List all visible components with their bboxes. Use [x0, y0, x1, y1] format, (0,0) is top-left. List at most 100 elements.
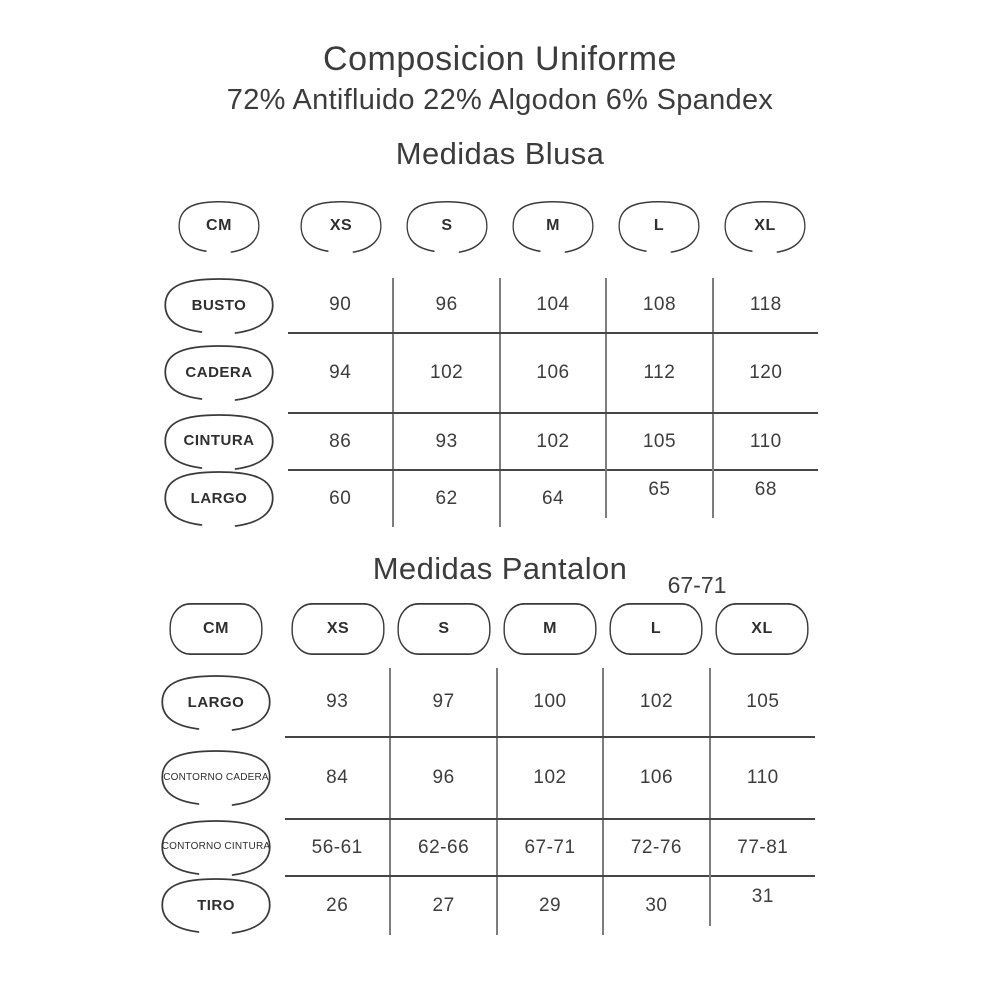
row-label-pill-busto: BUSTO: [157, 275, 281, 335]
table-row: CADERA 94 102 106 112 120: [150, 332, 818, 412]
unit-label: CM: [206, 217, 232, 234]
measure-cell: 60: [329, 488, 352, 509]
size-label: M: [546, 217, 560, 234]
measure-cell: 112: [605, 334, 711, 412]
measure-cell: 110: [711, 414, 818, 469]
measure-cell: 31: [708, 868, 815, 926]
table-row: TIRO 26 27 29 30 31: [147, 868, 815, 935]
size-label: XS: [329, 217, 353, 234]
unit-pill: CM: [173, 198, 265, 254]
pantalon-size-table: 67-71 CM XS S: [147, 572, 815, 935]
row-label: CINTURA: [183, 432, 255, 449]
measure-cell: 26: [326, 895, 349, 916]
row-label-pill-largo: LARGO: [157, 468, 281, 528]
measure-cell: 93: [392, 414, 498, 469]
measure-cell: 102: [602, 668, 708, 736]
row-label: CONTORNO CINTURA: [161, 841, 271, 852]
measure-cell: 106: [602, 738, 708, 818]
row-label-pill-cadera: CADERA: [157, 342, 281, 402]
size-pill-l: L: [613, 198, 705, 254]
measure-cell: 105: [708, 668, 815, 736]
measure-cell: 100: [495, 668, 602, 736]
measure-cell: 90: [329, 294, 352, 315]
fabric-composition: 72% Antifluido 22% Algodon 6% Spandex: [226, 84, 774, 116]
row-label: LARGO: [187, 693, 245, 711]
row-label-pill-contorno-cintura: CONTORNO CINTURA: [154, 817, 278, 877]
blusa-table-body: BUSTO 90 96 104 108 118 CADERA: [150, 278, 818, 527]
row-label: LARGO: [190, 489, 248, 507]
measure-cell: 56-61: [311, 836, 363, 858]
measure-cell: 106: [498, 334, 605, 412]
measure-cell: 72-76: [602, 820, 708, 875]
blusa-header-row: CM XS S M: [150, 198, 818, 254]
measure-cell: 102: [498, 414, 605, 469]
size-pill-xl: XL: [719, 198, 811, 254]
size-pill-xl: XL: [712, 600, 812, 658]
measure-cell: 97: [389, 668, 495, 736]
row-label-pill-largo: LARGO: [154, 672, 278, 732]
measure-cell: 27: [389, 877, 495, 935]
size-pill-s: S: [401, 198, 493, 254]
measure-cell: 102: [392, 334, 498, 412]
measure-cell: 96: [389, 738, 495, 818]
row-label-pill-contorno-cadera: CONTORNO CADERA: [154, 747, 278, 807]
measure-cell: 68: [711, 462, 818, 518]
size-pill-s: S: [394, 600, 494, 658]
measure-cell: 96: [392, 278, 498, 332]
size-label: M: [543, 620, 557, 637]
blusa-section-title: Medidas Blusa: [395, 136, 605, 171]
measure-cell: 67-71: [495, 820, 602, 875]
size-label: XL: [754, 217, 776, 234]
measure-cell: 94: [329, 362, 352, 383]
size-label: XS: [326, 620, 350, 637]
measure-cell: 105: [605, 414, 711, 469]
pantalon-section-title: Medidas Pantalon: [372, 551, 628, 586]
row-label-pill-cintura: CINTURA: [157, 411, 281, 471]
measure-cell: 102: [495, 738, 602, 818]
size-pill-xs: XS: [288, 600, 388, 658]
measure-cell: 65: [605, 462, 711, 518]
row-label: CADERA: [185, 363, 253, 381]
measure-cell: 86: [329, 430, 352, 452]
size-pill-xs: XS: [295, 198, 387, 254]
table-row: BUSTO 90 96 104 108 118: [150, 275, 818, 335]
table-row: LARGO 93 97 100 102 105: [147, 668, 815, 736]
unit-label: CM: [203, 620, 229, 637]
pantalon-table-body: LARGO 93 97 100 102 105 CONTORNO CADERA: [147, 668, 815, 935]
row-label: CONTORNO CADERA: [163, 771, 269, 783]
measure-cell: 62-66: [389, 820, 495, 875]
size-pill-l: L: [606, 600, 706, 658]
measure-cell: 29: [495, 877, 602, 935]
size-label: XL: [751, 620, 773, 637]
table-row: CONTORNO CINTURA 56-61 62-66 67-71 72-76…: [147, 817, 815, 877]
row-label: TIRO: [197, 896, 235, 914]
measure-cell: 118: [711, 278, 818, 332]
unit-pill: CM: [166, 600, 266, 658]
page-title: Composicion Uniforme: [323, 40, 677, 78]
measure-cell: 110: [708, 738, 815, 818]
row-label: BUSTO: [191, 296, 247, 314]
size-label: L: [650, 620, 662, 637]
measure-cell: 84: [326, 767, 349, 788]
table-row: CINTURA 86 93 102 105 110: [150, 411, 818, 471]
measure-cell: 77-81: [708, 820, 815, 875]
measure-cell: 120: [711, 334, 818, 412]
measure-cell: 62: [392, 471, 498, 527]
row-label-pill-tiro: TIRO: [154, 875, 278, 935]
measure-cell: 108: [605, 278, 711, 332]
size-label: S: [441, 217, 453, 234]
size-label: L: [653, 217, 665, 234]
size-pill-m: M: [507, 198, 599, 254]
measure-cell: 64: [498, 471, 605, 527]
size-label: S: [438, 620, 450, 637]
table-row: LARGO 60 62 64 65 68: [150, 462, 818, 528]
blusa-size-table: CM XS S M: [150, 198, 818, 527]
size-pill-m: M: [500, 600, 600, 658]
measure-cell: 104: [498, 278, 605, 332]
pantalon-header-row: CM XS S M: [147, 600, 815, 658]
floating-note: 67-71: [667, 572, 727, 598]
table-row: CONTORNO CADERA 84 96 102 106 110: [147, 736, 815, 818]
measure-cell: 30: [602, 877, 708, 935]
measure-cell: 93: [326, 691, 349, 712]
